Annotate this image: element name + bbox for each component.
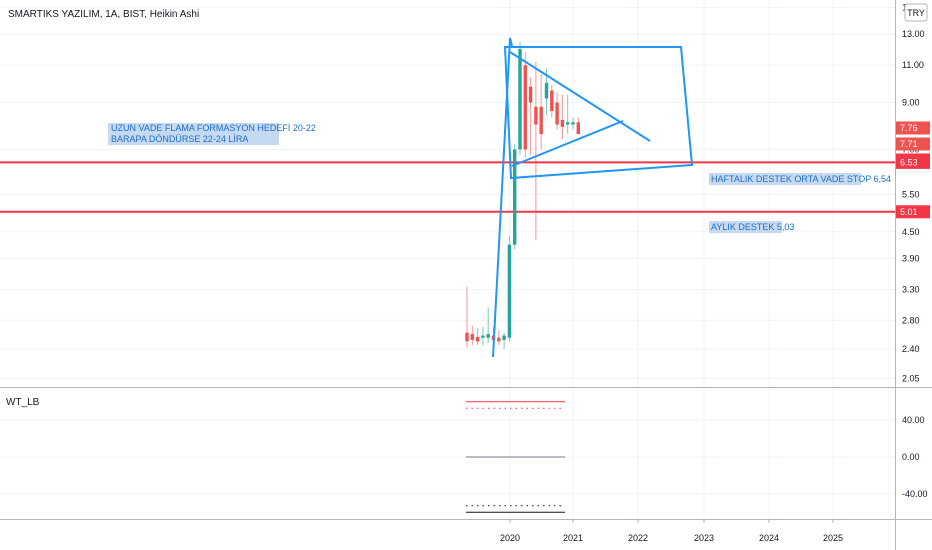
candle	[555, 92, 559, 130]
grid-lines	[0, 0, 895, 519]
svg-text:7.76: 7.76	[900, 123, 918, 133]
breakout-trendline[interactable]	[492, 37, 513, 358]
candle	[571, 117, 575, 130]
svg-text:7.71: 7.71	[900, 139, 918, 149]
candle	[576, 117, 580, 135]
time-tick-label: 2023	[694, 533, 714, 543]
note-monthly-support-text: AYLIK DESTEK 5,03	[711, 222, 794, 232]
note-weekly-support[interactable]: HAFTALIK DESTEK ORTA VADE STOP 6,54	[709, 173, 891, 185]
indicator-pane	[466, 401, 565, 513]
candle	[550, 84, 554, 118]
price-tick-label: 11.00	[902, 60, 924, 70]
time-tick-label: 2022	[628, 533, 648, 543]
note-target-line1: UZUN VADE FLAMA FORMASYON HEDEFİ 20-22	[111, 123, 316, 133]
time-tick-label: 2021	[563, 533, 583, 543]
note-target[interactable]: UZUN VADE FLAMA FORMASYON HEDEFİ 20-22 B…	[108, 123, 316, 145]
svg-text:TRY: TRY	[907, 8, 925, 18]
price-tick-label: 13.00	[902, 29, 925, 39]
candle	[507, 235, 512, 342]
price-tick-label: 2.80	[902, 315, 920, 325]
price-label: 6.53	[896, 155, 930, 169]
candle	[470, 325, 474, 346]
candle	[502, 332, 506, 349]
candle	[465, 286, 469, 348]
candle	[523, 52, 527, 158]
price-axis[interactable]: 15.0013.0011.009.007.005.504.503.903.302…	[902, 2, 925, 383]
time-axis[interactable]: 2020 2021 2022 2023 2024 2025	[500, 519, 843, 543]
candle	[513, 144, 517, 250]
price-tick-label: 2.05	[902, 373, 920, 383]
price-label: 7.76	[896, 121, 930, 135]
price-tick-label: 9.00	[902, 98, 920, 108]
price-tick-label: 4.50	[902, 227, 920, 237]
price-labels: 7.767.7122d 1h6.535.01	[896, 121, 930, 219]
candle	[475, 328, 480, 346]
price-label: 7.71	[896, 137, 930, 151]
candle	[497, 330, 501, 346]
svg-text:5.01: 5.01	[900, 207, 918, 217]
time-tick-label: 2024	[759, 533, 779, 543]
candle	[486, 307, 490, 343]
price-label: 5.01	[896, 205, 930, 219]
candle	[481, 327, 485, 346]
support-lines[interactable]	[0, 161, 895, 213]
candle	[560, 94, 565, 140]
svg-text:6.53: 6.53	[900, 157, 918, 167]
candle	[566, 94, 570, 135]
candles	[465, 41, 580, 349]
note-monthly-support[interactable]: AYLIK DESTEK 5,03	[709, 221, 794, 233]
indicator-tick-label: 0.00	[902, 452, 920, 462]
triangle-lower-leg[interactable]	[511, 120, 624, 167]
price-tick-label: 2.40	[902, 344, 920, 354]
time-tick-label: 2025	[823, 533, 843, 543]
flag-channel[interactable]	[503, 46, 694, 180]
indicator-tick-label: -40.00	[902, 489, 928, 499]
note-target-line2: BARAPA DÖNDÜRSE 22-24 LİRA	[111, 134, 248, 144]
drawings[interactable]	[492, 37, 694, 358]
indicator-axis[interactable]: 40.00 0.00 -40.00	[902, 415, 928, 499]
candle	[534, 61, 538, 241]
time-tick-label: 2020	[500, 533, 520, 543]
indicator-title: WT_LB	[6, 397, 40, 408]
currency-badge[interactable]: TRY	[904, 3, 928, 22]
candle	[528, 77, 533, 155]
price-tick-label: 3.90	[902, 253, 920, 263]
price-tick-label: 5.50	[902, 189, 920, 199]
note-weekly-support-text: HAFTALIK DESTEK ORTA VADE STOP 6,54	[711, 174, 891, 184]
price-tick-label: 3.30	[902, 285, 920, 295]
triangle-pattern[interactable]	[509, 51, 651, 142]
symbol-title: SMARTIKS YAZILIM, 1A, BIST, Heikin Ashi	[8, 9, 199, 20]
candle	[539, 73, 543, 150]
candle	[518, 41, 522, 155]
indicator-tick-label: 40.00	[902, 415, 925, 425]
